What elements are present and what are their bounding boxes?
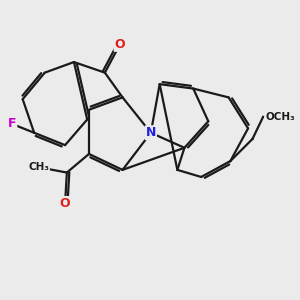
Text: F: F — [8, 117, 16, 130]
Text: CH₃: CH₃ — [28, 162, 49, 172]
Text: OCH₃: OCH₃ — [265, 112, 295, 122]
Text: O: O — [115, 38, 125, 51]
Text: O: O — [60, 197, 70, 210]
Text: N: N — [146, 126, 156, 139]
